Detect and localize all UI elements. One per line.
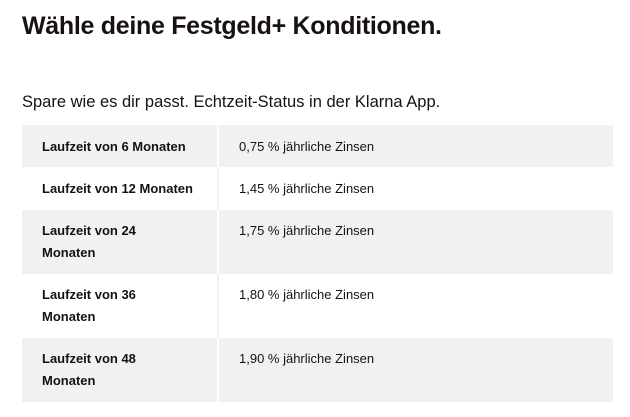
term-cell: Laufzeit von 48 Monaten bbox=[22, 338, 219, 402]
rate-cell: 0,75 % jährliche Zinsen bbox=[218, 125, 613, 167]
term-cell: Laufzeit von 24 Monaten bbox=[22, 210, 219, 274]
rate-cell: 1,75 % jährliche Zinsen bbox=[218, 210, 613, 274]
rate-cell: 1,80 % jährliche Zinsen bbox=[218, 274, 613, 338]
page-title: Wähle deine Festgeld+ Konditionen. bbox=[22, 12, 442, 40]
interest-rates-table: Laufzeit von 6 Monaten 0,75 % jährliche … bbox=[22, 125, 613, 402]
term-cell: Laufzeit von 36 Monaten bbox=[22, 274, 219, 338]
term-cell: Laufzeit von 6 Monaten bbox=[22, 125, 219, 167]
table-row: Laufzeit von 24 Monaten 1,75 % jährliche… bbox=[22, 210, 613, 274]
table-row: Laufzeit von 12 Monaten 1,45 % jährliche… bbox=[22, 167, 613, 210]
rate-cell: 1,45 % jährliche Zinsen bbox=[218, 167, 613, 210]
table-row: Laufzeit von 6 Monaten 0,75 % jährliche … bbox=[22, 125, 613, 167]
term-cell: Laufzeit von 12 Monaten bbox=[22, 167, 219, 210]
page-subtitle: Spare wie es dir passt. Echtzeit-Status … bbox=[22, 93, 441, 111]
table-row: Laufzeit von 48 Monaten 1,90 % jährliche… bbox=[22, 338, 613, 402]
rate-cell: 1,90 % jährliche Zinsen bbox=[218, 338, 613, 402]
table-row: Laufzeit von 36 Monaten 1,80 % jährliche… bbox=[22, 274, 613, 338]
